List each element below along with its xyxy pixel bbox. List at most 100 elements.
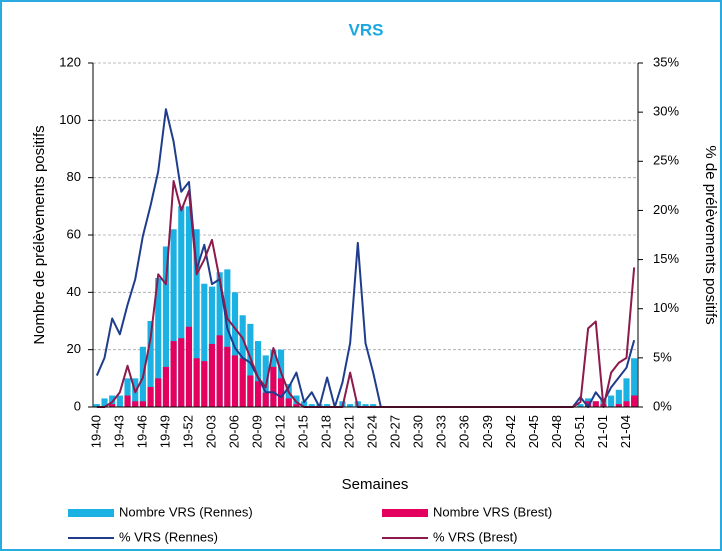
bar <box>615 389 622 407</box>
x-tick-label: 20-45 <box>526 415 541 448</box>
bar <box>101 398 108 407</box>
legend-label: Nombre VRS (Brest) <box>433 504 552 519</box>
bar <box>631 358 638 407</box>
x-tick-label: 20-42 <box>503 415 518 448</box>
y-tick-label: 40 <box>67 284 81 299</box>
bar <box>162 246 169 407</box>
x-axis-title: Semaines <box>342 476 409 493</box>
bar <box>623 378 630 407</box>
legend-swatch <box>382 509 428 517</box>
x-tick-label: 20-09 <box>249 415 264 448</box>
bar <box>155 378 162 407</box>
bar <box>155 278 162 407</box>
bar <box>324 404 331 407</box>
x-tick-label: 19-40 <box>88 415 103 448</box>
y-tick-label: 20 <box>67 341 81 356</box>
bar <box>178 206 185 407</box>
y2-tick-label: 25% <box>653 153 679 168</box>
legend-swatch <box>68 509 114 517</box>
bar <box>185 206 193 407</box>
bar <box>370 404 377 407</box>
bar <box>124 378 131 407</box>
bar <box>139 401 146 407</box>
y-tick-label: 100 <box>59 112 81 127</box>
bar <box>362 404 369 407</box>
bar <box>608 395 615 407</box>
bar <box>277 349 285 407</box>
bar <box>132 401 139 407</box>
bar <box>270 366 277 407</box>
legend-label: % VRS (Rennes) <box>119 529 218 544</box>
y2-tick-label: 35% <box>653 54 679 69</box>
x-tick-label: 20-33 <box>434 415 449 448</box>
bar <box>109 404 116 407</box>
y2-tick-label: 0% <box>653 398 672 413</box>
x-tick-label: 20-12 <box>273 415 288 448</box>
x-tick-label: 20-51 <box>572 415 587 448</box>
y-tick-label: 120 <box>59 54 81 69</box>
x-tick-label: 20-30 <box>411 415 426 448</box>
x-tick-label: 20-27 <box>388 415 403 448</box>
bar <box>254 381 262 407</box>
chart-title: VRS <box>349 20 384 39</box>
bar <box>162 366 169 407</box>
y2-tick-label: 30% <box>653 104 679 119</box>
bar <box>147 321 154 407</box>
bar <box>585 401 592 407</box>
y2-tick-label: 5% <box>653 349 672 364</box>
bar <box>170 229 177 407</box>
bar <box>201 283 208 407</box>
bar <box>193 358 200 407</box>
bar <box>178 338 185 407</box>
bar <box>347 404 354 407</box>
bar <box>224 269 231 407</box>
x-tick-label: 20-36 <box>457 415 472 448</box>
y2-tick-label: 10% <box>653 300 679 315</box>
bar <box>147 386 154 407</box>
x-tick-label: 19-52 <box>180 415 195 448</box>
y-tick-label: 0 <box>74 398 81 413</box>
bar <box>201 361 208 407</box>
bar <box>254 341 262 407</box>
bar <box>262 355 269 407</box>
y-tick-label: 80 <box>67 169 81 184</box>
x-tick-label: 20-18 <box>319 415 334 448</box>
bar <box>277 378 285 407</box>
x-tick-label: 20-39 <box>480 415 495 448</box>
bar <box>285 398 292 407</box>
x-tick-label: 19-49 <box>157 415 172 448</box>
bar <box>301 401 308 407</box>
x-tick-label: 20-15 <box>296 415 311 448</box>
y-tick-label: 60 <box>67 226 81 241</box>
legend-label: % VRS (Brest) <box>433 529 518 544</box>
bar <box>116 395 123 407</box>
bar <box>293 404 300 407</box>
y2-axis-title: % de prélèvements positifs <box>702 145 719 324</box>
x-tick-label: 19-46 <box>134 415 149 448</box>
bar <box>247 375 254 407</box>
x-tick-label: 19-43 <box>111 415 126 448</box>
bar <box>623 401 630 407</box>
bar <box>592 401 599 407</box>
bar <box>239 358 246 407</box>
bar <box>216 335 223 407</box>
x-tick-label: 20-48 <box>549 415 564 448</box>
bar <box>124 395 131 407</box>
bar <box>577 404 584 407</box>
bar <box>185 326 193 407</box>
x-tick-label: 21-04 <box>618 415 633 448</box>
bar <box>170 341 177 407</box>
bar <box>231 355 239 407</box>
bar <box>231 292 239 407</box>
bar <box>224 346 231 407</box>
x-tick-label: 20-03 <box>203 415 218 448</box>
bar <box>308 404 315 407</box>
bar <box>193 229 200 407</box>
x-tick-label: 21-01 <box>595 415 610 448</box>
bar <box>262 392 269 407</box>
bar <box>247 323 254 407</box>
legend-label: Nombre VRS (Rennes) <box>119 504 253 519</box>
bar <box>615 404 622 407</box>
y2-tick-label: 20% <box>653 202 679 217</box>
